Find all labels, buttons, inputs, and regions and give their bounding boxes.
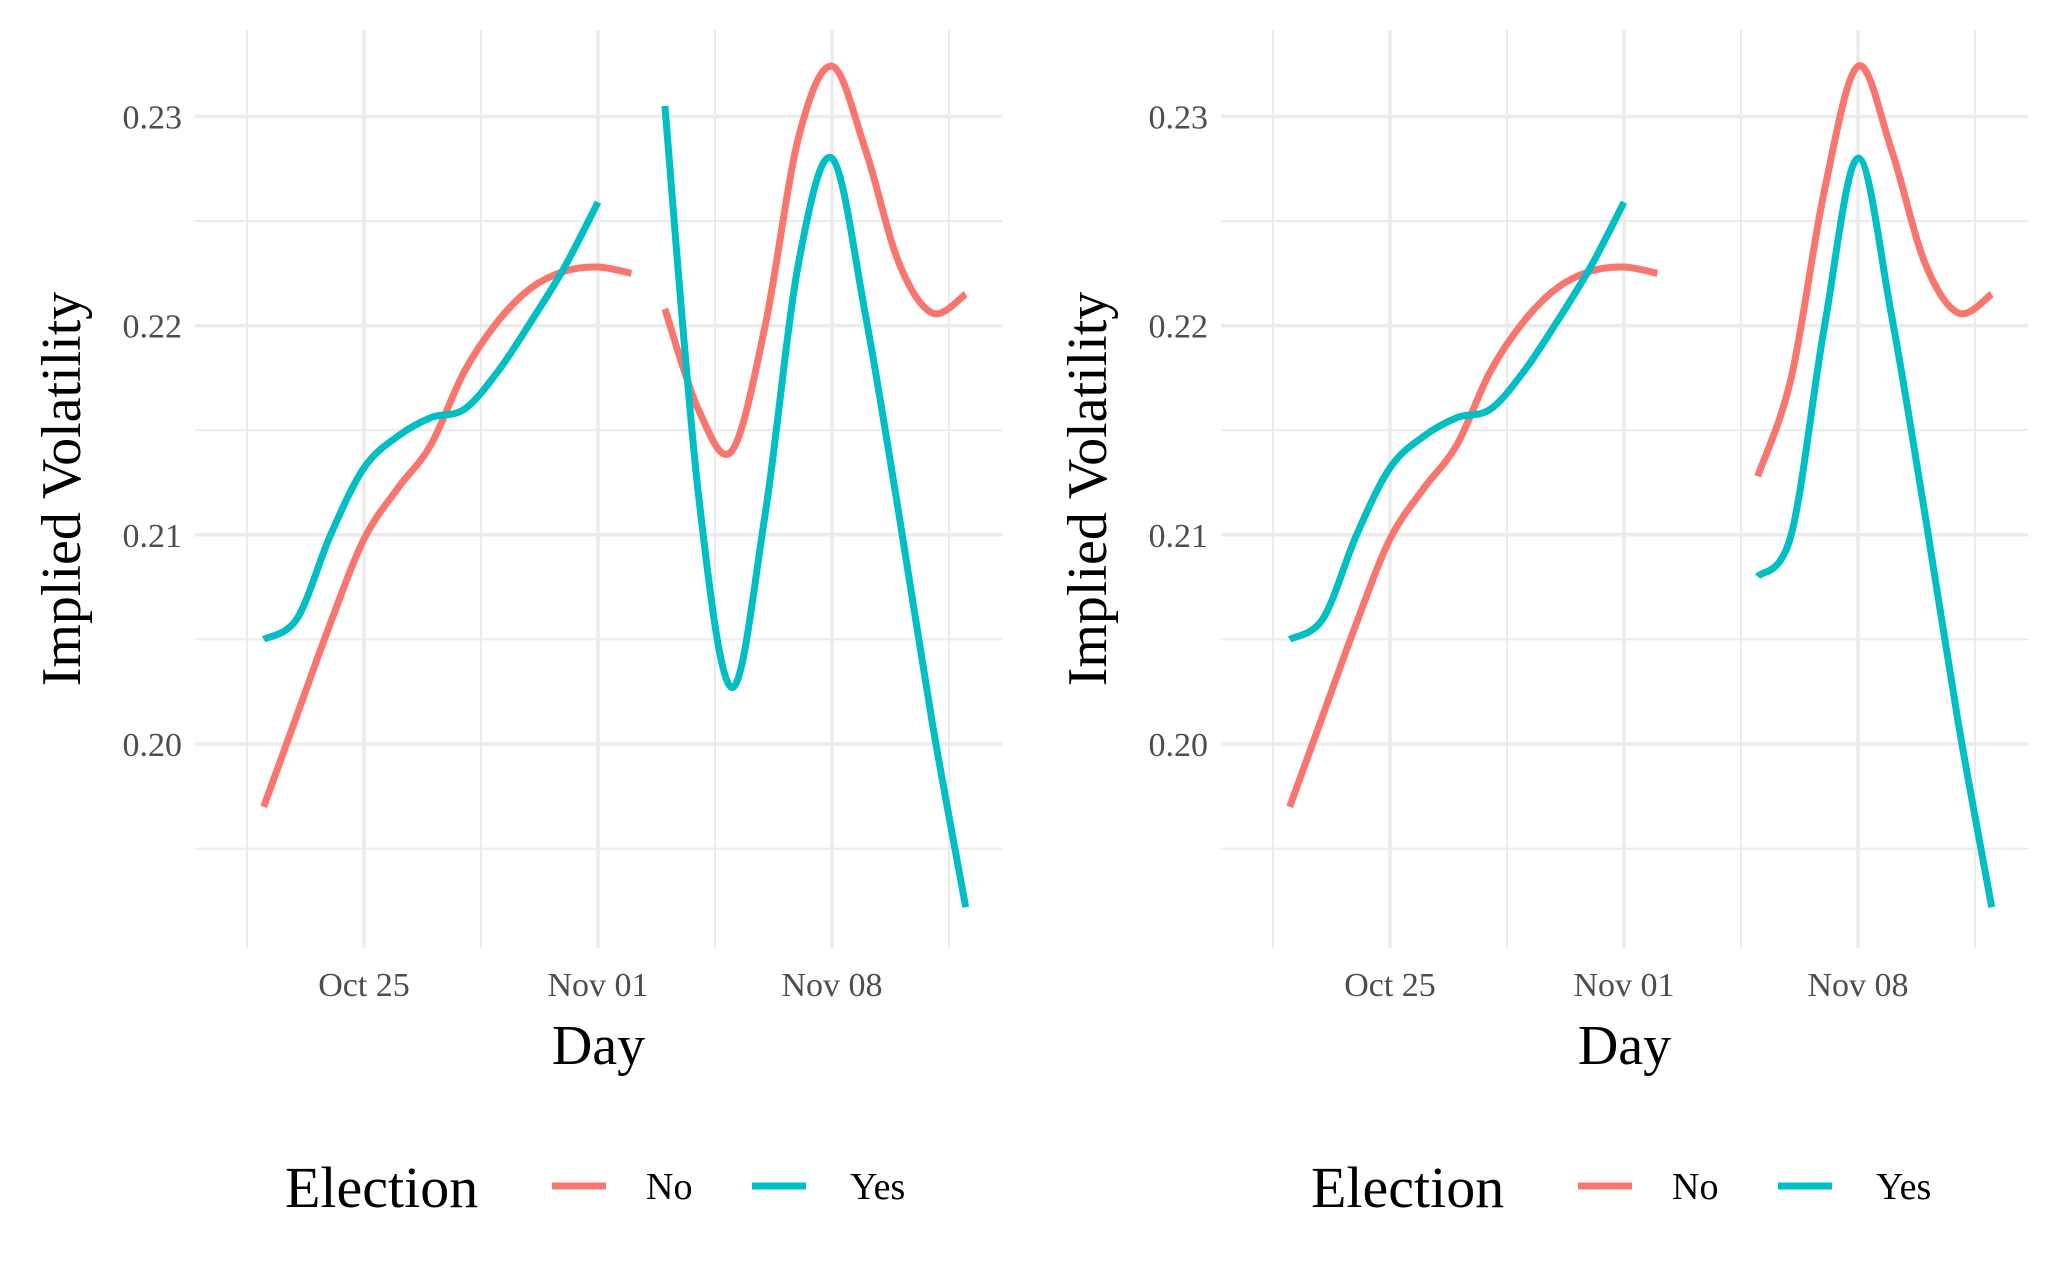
legend: Election No Yes xyxy=(285,1155,905,1220)
x-tick-label: Nov 08 xyxy=(1807,967,1908,1004)
y-axis-title: Implied Volatility xyxy=(1057,292,1119,687)
y-tick-label: 0.23 xyxy=(123,99,183,136)
legend-title: Election xyxy=(285,1155,478,1220)
x-tick-label: Nov 01 xyxy=(1573,967,1674,1004)
series-line-no-segment-1 xyxy=(1286,263,1659,808)
y-tick-label: 0.21 xyxy=(123,518,183,555)
y-tick-label: 0.22 xyxy=(1149,309,1209,346)
series-lines xyxy=(1286,62,1996,908)
series-line-yes-segment-1 xyxy=(261,200,602,643)
y-tick-label: 0.22 xyxy=(123,309,183,346)
legend-label-yes: Yes xyxy=(1876,1166,1931,1208)
series-line-no-segment-2 xyxy=(1754,62,1994,478)
series-line-no-segment-1 xyxy=(260,263,633,808)
x-tick-label: Oct 25 xyxy=(318,967,410,1004)
gridlines xyxy=(1221,30,2028,948)
legend: Election No Yes xyxy=(1311,1155,1931,1220)
legend-label-no: No xyxy=(1672,1166,1718,1208)
gridlines xyxy=(195,30,1002,948)
series-line-no-segment-2 xyxy=(661,62,968,458)
y-tick-label: 0.21 xyxy=(1149,518,1209,555)
series-line-yes-segment-1 xyxy=(1287,200,1628,643)
legend-title: Election xyxy=(1311,1155,1504,1220)
x-axis-title: Day xyxy=(552,1015,645,1077)
series-line-yes-segment-2 xyxy=(661,105,970,908)
legend-label-no: No xyxy=(646,1166,692,1208)
y-tick-label: 0.20 xyxy=(123,727,183,764)
y-tick-label: 0.23 xyxy=(1149,99,1209,136)
chart-panel-1: 0.20 0.21 0.22 0.23 Oct 25 Nov 01 Nov 08 Day Imp… xyxy=(31,30,1002,1220)
x-tick-label: Oct 25 xyxy=(1344,967,1436,1004)
x-tick-label: Nov 01 xyxy=(547,967,648,1004)
x-axis-title: Day xyxy=(1578,1015,1671,1077)
legend-label-yes: Yes xyxy=(850,1166,905,1208)
y-axis-title: Implied Volatility xyxy=(31,292,93,687)
chart-panel-2: 0.20 0.21 0.22 0.23 Oct 25 Nov 01 Nov 08 Day Imp… xyxy=(1057,30,2028,1220)
series-lines xyxy=(260,62,970,908)
y-tick-label: 0.20 xyxy=(1149,727,1209,764)
series-line-yes-segment-2 xyxy=(1754,154,1996,908)
x-tick-label: Nov 08 xyxy=(781,967,882,1004)
